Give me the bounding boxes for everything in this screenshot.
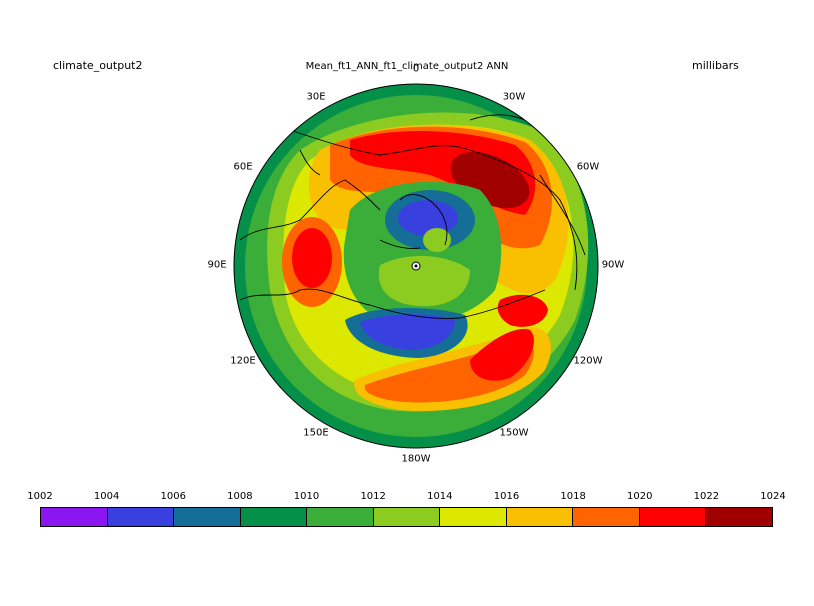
- colorbar-swatch: [107, 508, 175, 526]
- colorbar-swatch: [240, 508, 308, 526]
- colorbar-swatch: [440, 508, 507, 526]
- lon-label-60e: 60E: [233, 161, 253, 173]
- lon-label-90w: 90W: [601, 259, 625, 271]
- colorbar: [40, 507, 773, 527]
- lon-label-30w: 30W: [502, 91, 526, 103]
- globe-outline: [233, 83, 599, 449]
- colorbar-swatch: [573, 508, 640, 526]
- colorbar-level-label: 1022: [693, 491, 720, 502]
- lon-label-150w: 150W: [499, 427, 529, 439]
- contour-1004-south-low: [360, 314, 455, 350]
- colorbar-swatch: [307, 508, 374, 526]
- colorbar-level-label: 1024: [760, 491, 786, 502]
- colorbar-level-label: 1004: [93, 491, 120, 502]
- colorbar-level-label: 1018: [560, 491, 586, 502]
- contour-1004-north-low: [398, 200, 458, 236]
- center-title: Mean_ft1_ANN_ft1_climate_output2 ANN: [305, 61, 509, 72]
- lon-label-180w: 180W: [401, 453, 431, 465]
- pressure-field: [234, 84, 598, 448]
- colorbar-level-label: 1012: [360, 491, 386, 502]
- colorbar-swatch: [373, 508, 441, 526]
- lon-label-30e: 30E: [306, 91, 326, 103]
- colorbar-level-label: 1016: [493, 491, 520, 502]
- contour-1020-south: [470, 329, 534, 381]
- colorbar-swatch: [41, 508, 108, 526]
- contour-1020-west: [292, 228, 332, 288]
- contour-1012-center: [423, 228, 451, 252]
- lon-label-120w: 120W: [573, 355, 603, 367]
- left-title: climate_output2: [53, 59, 143, 72]
- colorbar-swatch: [506, 508, 574, 526]
- units-label: millibars: [692, 59, 739, 72]
- lon-label-150e: 150E: [303, 427, 329, 439]
- lon-label-120e: 120E: [230, 355, 256, 367]
- lon-label-90e: 90E: [207, 259, 227, 271]
- colorbar-level-label: 1020: [626, 491, 653, 502]
- colorbar-level-label: 1010: [293, 491, 320, 502]
- colorbar-swatch: [706, 508, 773, 526]
- colorbar-level-label: 1002: [27, 491, 53, 502]
- lon-label-60w: 60W: [576, 161, 600, 173]
- contour-1012-pole: [378, 255, 470, 307]
- colorbar-level-label: 1008: [227, 491, 253, 502]
- colorbar-level-label: 1006: [160, 491, 186, 502]
- colorbar-swatch: [639, 508, 707, 526]
- pole-dot: [414, 264, 418, 268]
- colorbar-level-label: 1014: [427, 491, 453, 502]
- lon-label-0: 0: [412, 63, 420, 75]
- contour-1020-east: [497, 294, 548, 327]
- colorbar-swatch: [174, 508, 241, 526]
